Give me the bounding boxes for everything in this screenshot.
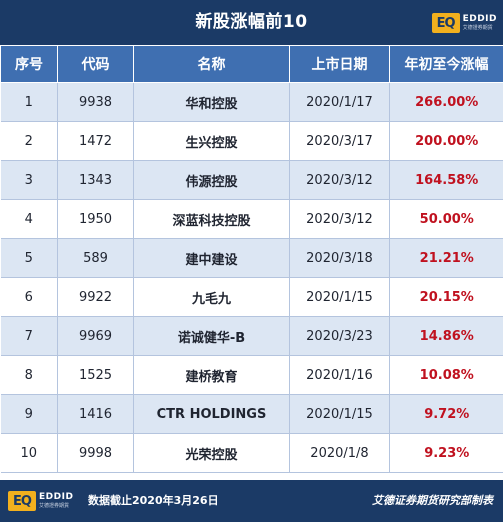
logo-brand: EDDID: [39, 492, 74, 502]
cell-ytd-gain: 14.86%: [389, 316, 503, 356]
table-row: 7 9969 诺诚健华-B 2020/3/23 14.86%: [0, 316, 503, 356]
cell-ytd-gain: 266.00%: [389, 82, 503, 122]
cell-listing-date: 2020/3/18: [289, 238, 390, 278]
eddid-logo-icon: EQ: [8, 491, 36, 511]
cell-ytd-gain: 9.23%: [389, 433, 503, 473]
cell-code: 9922: [57, 277, 134, 317]
cell-code: 9998: [57, 433, 134, 473]
logo-subtext: 艾德證券期貨: [462, 25, 493, 31]
footer-bar: EQ EDDID 艾德證券期貨 数据截止2020年3月26日 艾德证券期货研究部…: [0, 480, 503, 522]
footer-logo: EQ EDDID 艾德證券期貨: [8, 491, 73, 511]
ranking-table: 序号 代码 名称 上市日期 年初至今涨幅 1 9938 华和控股 2020/1/17 2…: [0, 45, 503, 473]
table-row: 4 1950 深蓝科技控股 2020/3/12 50.00%: [0, 199, 503, 239]
cell-ytd-gain: 9.72%: [389, 394, 503, 434]
cell-rank: 3: [0, 160, 58, 200]
table-row: 8 1525 建桥教育 2020/1/16 10.08%: [0, 355, 503, 395]
cell-listing-date: 2020/3/12: [289, 199, 390, 239]
cell-name: CTR HOLDINGS: [133, 394, 290, 434]
cell-ytd-gain: 21.21%: [389, 238, 503, 278]
cell-rank: 1: [0, 82, 58, 122]
cell-name: 九毛九: [133, 277, 290, 317]
cell-ytd-gain: 20.15%: [389, 277, 503, 317]
cell-name: 诺诚健华-B: [133, 316, 290, 356]
cell-name: 伟源控股: [133, 160, 290, 200]
cell-listing-date: 2020/1/15: [289, 394, 390, 434]
table-header-row: 序号 代码 名称 上市日期 年初至今涨幅: [0, 45, 503, 83]
logo-mark-text: EQ: [436, 15, 456, 31]
cell-name: 深蓝科技控股: [133, 199, 290, 239]
logo-subtext: 艾德證券期貨: [39, 503, 70, 509]
cell-rank: 8: [0, 355, 58, 395]
cell-code: 1343: [57, 160, 134, 200]
cell-code: 1525: [57, 355, 134, 395]
cell-rank: 2: [0, 121, 58, 161]
column-header-name: 名称: [133, 45, 290, 83]
table-row: 2 1472 生兴控股 2020/3/17 200.00%: [0, 121, 503, 161]
table-row: 5 589 建中建设 2020/3/18 21.21%: [0, 238, 503, 278]
column-header-code: 代码: [57, 45, 134, 83]
logo-mark-text: EQ: [13, 493, 32, 509]
title-bar: 新股涨幅前10 EQ EDDID 艾德證券期貨: [0, 0, 503, 45]
cell-name: 华和控股: [133, 82, 290, 122]
table-row: 1 9938 华和控股 2020/1/17 266.00%: [0, 82, 503, 122]
logo-brand: EDDID: [462, 14, 497, 24]
cell-code: 1472: [57, 121, 134, 161]
cell-rank: 10: [0, 433, 58, 473]
cell-ytd-gain: 50.00%: [389, 199, 503, 239]
logo-text: EDDID 艾德證券期貨: [39, 493, 73, 509]
table-row: 3 1343 伟源控股 2020/3/12 164.58%: [0, 160, 503, 200]
cell-listing-date: 2020/3/12: [289, 160, 390, 200]
cell-listing-date: 2020/1/15: [289, 277, 390, 317]
table-row: 6 9922 九毛九 2020/1/15 20.15%: [0, 277, 503, 317]
cell-code: 589: [57, 238, 134, 278]
cell-listing-date: 2020/3/23: [289, 316, 390, 356]
eddid-logo: EQ EDDID 艾德證券期貨: [431, 12, 497, 34]
cell-rank: 7: [0, 316, 58, 356]
column-header-ytd-gain: 年初至今涨幅: [389, 45, 503, 83]
data-cutoff-note: 数据截止2020年3月26日: [88, 494, 219, 507]
cell-name: 建桥教育: [133, 355, 290, 395]
logo-text: EDDID 艾德證券期貨: [463, 15, 497, 31]
cell-rank: 6: [0, 277, 58, 317]
eddid-logo-icon: EQ: [431, 13, 460, 33]
column-header-rank: 序号: [0, 45, 58, 83]
source-credit: 艾德证券期货研究部制表: [372, 494, 493, 507]
cell-ytd-gain: 200.00%: [389, 121, 503, 161]
page-title: 新股涨幅前10: [195, 12, 308, 32]
cell-listing-date: 2020/3/17: [289, 121, 390, 161]
cell-rank: 4: [0, 199, 58, 239]
cell-name: 光荣控股: [133, 433, 290, 473]
cell-rank: 5: [0, 238, 58, 278]
table-row: 10 9998 光荣控股 2020/1/8 9.23%: [0, 433, 503, 473]
cell-code: 1950: [57, 199, 134, 239]
cell-listing-date: 2020/1/17: [289, 82, 390, 122]
column-header-listing-date: 上市日期: [289, 45, 390, 83]
cell-listing-date: 2020/1/8: [289, 433, 390, 473]
cell-code: 1416: [57, 394, 134, 434]
cell-name: 建中建设: [133, 238, 290, 278]
cell-rank: 9: [0, 394, 58, 434]
cell-ytd-gain: 10.08%: [389, 355, 503, 395]
cell-name: 生兴控股: [133, 121, 290, 161]
table-row: 9 1416 CTR HOLDINGS 2020/1/15 9.72%: [0, 394, 503, 434]
cell-code: 9969: [57, 316, 134, 356]
cell-code: 9938: [57, 82, 134, 122]
cell-ytd-gain: 164.58%: [389, 160, 503, 200]
cell-listing-date: 2020/1/16: [289, 355, 390, 395]
